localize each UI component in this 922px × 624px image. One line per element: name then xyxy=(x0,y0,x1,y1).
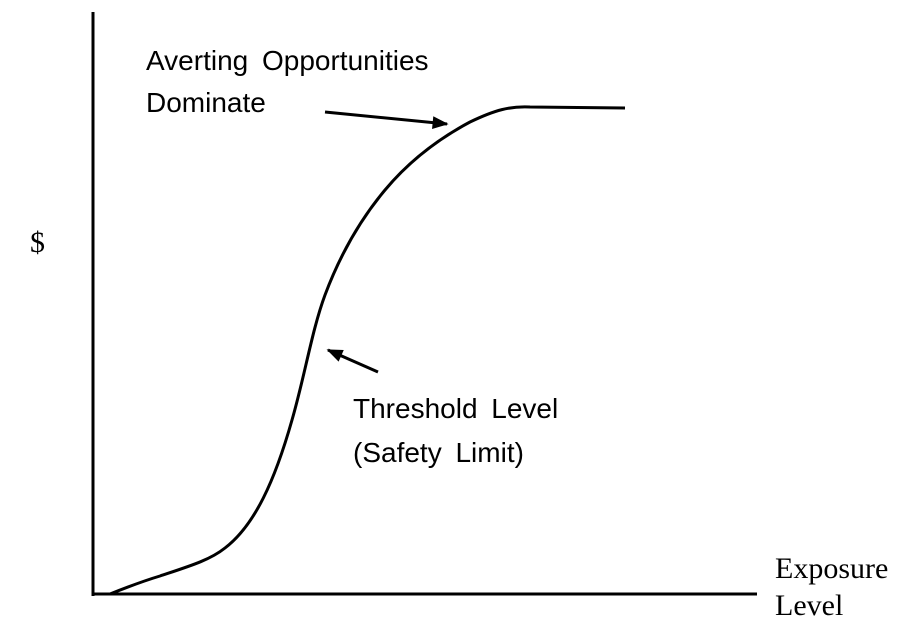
x-axis-label: Exposure xyxy=(775,552,888,585)
arrow xyxy=(326,348,379,374)
annotation: Dominate xyxy=(146,87,266,118)
annotation: (Safety Limit) xyxy=(353,437,524,468)
arrow xyxy=(324,110,449,129)
s-curve xyxy=(109,105,626,596)
annotation: Averting Opportunities xyxy=(146,45,429,76)
annotation: Threshold Level xyxy=(353,393,558,424)
y-axis-label: $ xyxy=(30,226,45,259)
x-axis-label: Level xyxy=(775,589,843,622)
